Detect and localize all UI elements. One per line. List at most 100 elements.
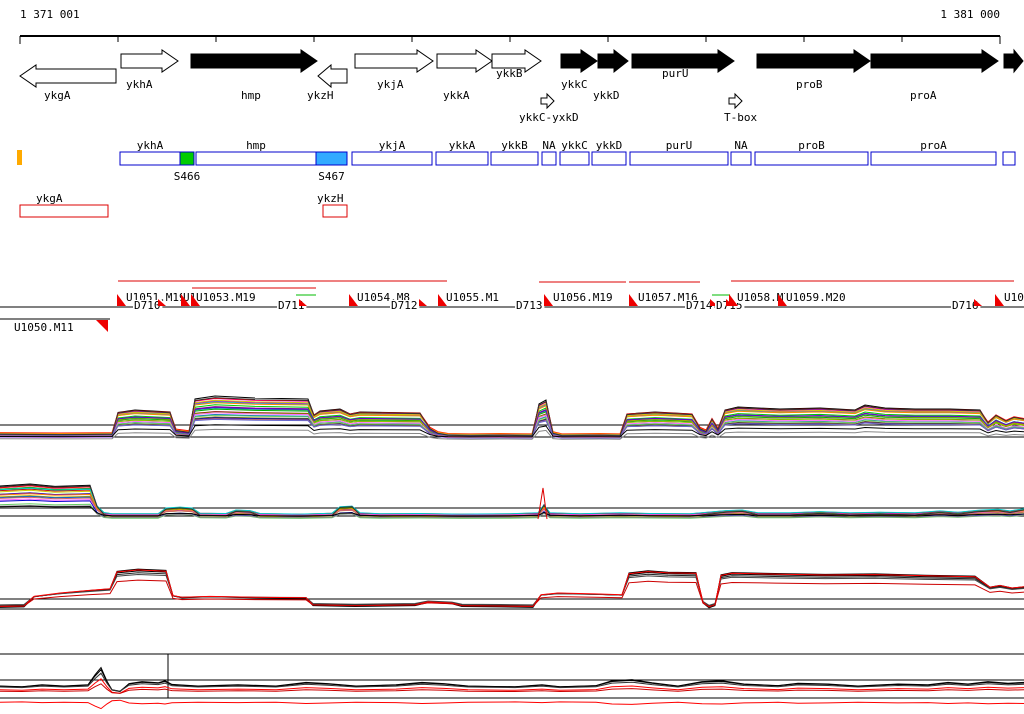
probe-label-U1050.M11: U1050.M11 (14, 321, 74, 334)
probe-label-U10: U10 (1004, 291, 1024, 304)
gene-arrow-ykjA[interactable] (354, 49, 434, 73)
probe-flag-U1056.M19[interactable] (544, 294, 553, 306)
probe-label-U1053.M19: U1053.M19 (196, 291, 256, 304)
probe-label-bg (1003, 292, 1024, 303)
probe-flag-U1053.M19[interactable] (191, 294, 200, 306)
probe-flag-U1059.M20[interactable] (778, 294, 787, 306)
expression-panel-1-series (0, 414, 1024, 438)
segment-box-proA[interactable] (870, 151, 997, 166)
gene-label-hmp: hmp (241, 89, 261, 102)
probe-flag-U1058.M7[interactable] (729, 294, 738, 306)
segment-label-ykkD: ykkD (596, 139, 623, 152)
segment-box-ykjA[interactable] (351, 151, 433, 166)
expression-panel-4-series (0, 699, 1024, 710)
expression-panel-2-series (0, 487, 1024, 515)
expression-panel-2-series (0, 504, 1024, 519)
segment-label-ykjA: ykjA (379, 139, 406, 152)
probe-flag-U1057.M16[interactable] (629, 294, 638, 306)
gene-label-ykhA: ykhA (126, 78, 153, 91)
probe-flag-U1055.M1[interactable] (438, 294, 447, 306)
probe-label-bg (356, 292, 412, 303)
segment-label-S467: S467 (318, 170, 345, 183)
gene-arrow-partial[interactable] (1003, 48, 1024, 74)
segment-box-S467[interactable] (315, 151, 348, 166)
segment-label-ykkA: ykkA (449, 139, 476, 152)
probe-label-bg (685, 300, 715, 311)
segment-label-ykhA: ykhA (137, 139, 164, 152)
segment-box-S466[interactable] (179, 151, 195, 166)
gene-label-proB: proB (796, 78, 823, 91)
segment-label-NA: NA (542, 139, 556, 152)
segment-box-partial[interactable] (1002, 151, 1016, 166)
gene-arrow-ykzH[interactable] (317, 63, 348, 89)
segment-box-NA[interactable] (730, 151, 752, 166)
coordinate-end-label: 1 381 000 (940, 8, 1000, 21)
gene-label-ykjA: ykjA (377, 78, 404, 91)
probe-label-D710: D710 (134, 299, 161, 312)
gene-arrow-proB[interactable] (756, 49, 871, 73)
segment-box-proB[interactable] (754, 151, 869, 166)
probe-label-bg (552, 292, 615, 303)
expression-panel-1-series (0, 397, 1024, 437)
gene-arrow-hmp[interactable] (190, 49, 318, 73)
segment-box-ykhA[interactable] (119, 151, 181, 166)
gene-arrow-ykkB[interactable] (491, 49, 542, 73)
feature-arrow-ykkC-yxkD[interactable] (540, 92, 555, 110)
segment-label-S466: S466 (174, 170, 201, 183)
probe-label-bg (951, 300, 981, 311)
segment-box-ykkD[interactable] (591, 151, 627, 166)
segment-box-ykkA[interactable] (435, 151, 489, 166)
probe-label-bg (277, 300, 307, 311)
segment-box-hmp[interactable] (195, 151, 317, 166)
probe-flag-D712[interactable] (419, 299, 427, 306)
gene-arrow-purU[interactable] (631, 49, 735, 73)
probe-label-D711: D711 (278, 299, 305, 312)
gene-arrow-ykkA[interactable] (436, 49, 493, 73)
expression-panel-2-series (0, 486, 1024, 517)
probe-flag-U1054.M8[interactable] (349, 294, 358, 306)
expression-panel-4-series (0, 683, 1024, 694)
gene-label-ykzH: ykzH (307, 89, 334, 102)
segment-box-NA[interactable] (541, 151, 557, 166)
expression-panel-2-series (0, 484, 1024, 518)
probe-label-bg (390, 300, 420, 311)
feature-arrow-T-box[interactable] (728, 92, 743, 110)
gene-label-ykgA: ykgA (44, 89, 71, 102)
probe-flag-D716[interactable] (974, 299, 982, 306)
segment-label-ykkB: ykkB (501, 139, 528, 152)
probe-flag-U1052.M8[interactable] (181, 294, 190, 306)
probe-label-bg (515, 300, 545, 311)
probe-flag-U10[interactable] (995, 294, 1004, 306)
track-left-tick (17, 150, 22, 165)
gene-arrow-proA[interactable] (870, 49, 999, 73)
gene-arrow-ykhA[interactable] (120, 49, 179, 73)
expression-panel-4-series (0, 672, 1024, 692)
expression-panel-2-series (0, 483, 1024, 517)
gene-arrow-ykkD[interactable] (597, 48, 629, 74)
gene-arrow-ykgA[interactable] (19, 64, 117, 88)
probe-label-bg (637, 292, 700, 303)
probe-flag-U1050.M11[interactable] (96, 320, 108, 332)
probe-label-bg (785, 292, 848, 303)
probe-label-U1056.M19: U1056.M19 (553, 291, 613, 304)
expression-panel-2-series (0, 488, 1024, 515)
expression-panel-3-series (0, 579, 1024, 608)
segment-box-ykkC[interactable] (559, 151, 590, 166)
gene-arrow-ykkC[interactable] (560, 49, 598, 73)
expression-panel-1-series (0, 424, 1024, 438)
segment-box-purU[interactable] (629, 151, 729, 166)
probe-flag-D711[interactable] (299, 299, 307, 306)
probe-label-D716: D716 (952, 299, 979, 312)
expression-panel-2-extra-series (537, 487, 548, 520)
redbox-ykzH[interactable] (322, 204, 348, 218)
expression-panel-3-series (0, 573, 1024, 606)
probe-flag-D710[interactable] (158, 299, 166, 306)
feature-label-ykkC-yxkD: ykkC-yxkD (519, 111, 579, 124)
expression-panel-2-series (0, 505, 1024, 517)
redbox-ykgA[interactable] (19, 204, 109, 218)
segment-box-ykkB[interactable] (490, 151, 539, 166)
probe-flag-U1051.M19[interactable] (117, 294, 126, 306)
expression-panel-1-series (0, 395, 1024, 438)
